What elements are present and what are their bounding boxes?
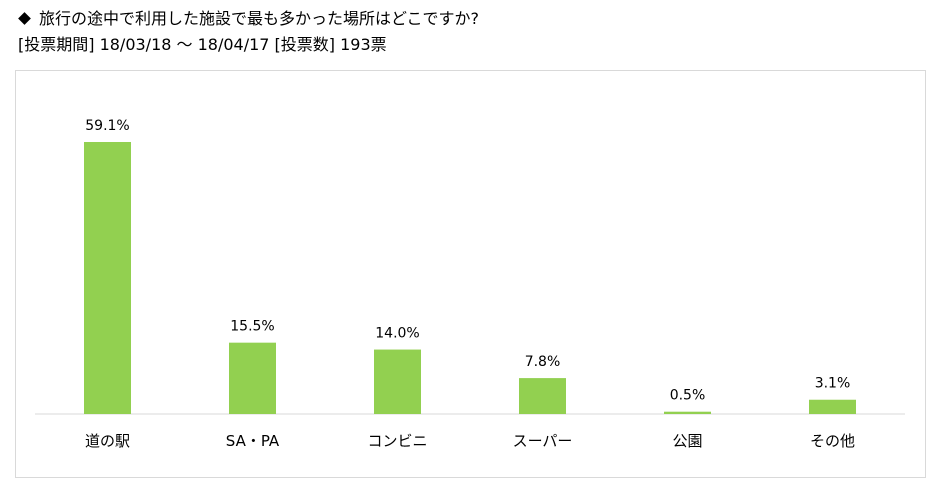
bar xyxy=(809,399,856,414)
data-label: 0.5% xyxy=(670,388,706,404)
bar xyxy=(229,342,276,414)
chart-title: 旅行の途中で利用した施設で最も多かった場所はどこですか? xyxy=(39,9,480,28)
chart-title-line: 旅行の途中で利用した施設で最も多かった場所はどこですか? xyxy=(18,6,479,32)
data-label: 3.1% xyxy=(815,376,851,392)
data-label: 15.5% xyxy=(230,319,274,335)
x-tick-label: その他 xyxy=(810,432,855,450)
x-tick-label: SA・PA xyxy=(226,432,280,450)
bar xyxy=(664,411,711,414)
chart-header: 旅行の途中で利用した施設で最も多かった場所はどこですか? [投票期間] 18/0… xyxy=(18,6,479,58)
data-label: 14.0% xyxy=(375,326,419,342)
x-tick-label: 道の駅 xyxy=(85,432,130,450)
bar xyxy=(374,349,421,414)
chart-subtitle: [投票期間] 18/03/18 〜 18/04/17 [投票数] 193票 xyxy=(18,35,387,54)
data-label: 59.1% xyxy=(85,118,129,134)
bar xyxy=(84,142,131,414)
x-tick-label: スーパー xyxy=(513,432,573,450)
bar xyxy=(519,378,566,414)
chart-frame xyxy=(15,70,926,478)
data-label: 7.8% xyxy=(525,354,561,370)
x-tick-label: コンビニ xyxy=(367,432,427,450)
x-tick-label: 公園 xyxy=(672,432,702,450)
